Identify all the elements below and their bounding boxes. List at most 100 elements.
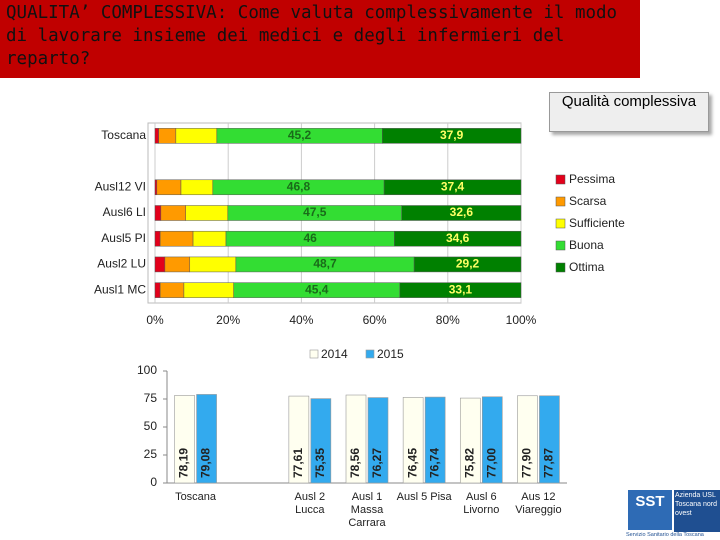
y-tick-label: Ausl2 LU — [97, 257, 146, 271]
bar-segment — [189, 256, 237, 273]
x-tick-label: Ausl 2 Lucca — [294, 491, 326, 516]
y-tick-label: 75 — [144, 391, 158, 405]
value-label: 77,61 — [291, 448, 305, 478]
logo: SST Azienda USL Toscana nord ovest Servi… — [626, 488, 720, 540]
slide-title: QUALITA’ COMPLESSIVA: Come valuta comple… — [0, 0, 640, 78]
y-tick-label: Toscana — [101, 128, 146, 142]
y-tick-label: 50 — [144, 419, 158, 433]
value-label: 76,27 — [370, 448, 384, 478]
value-label: 33,1 — [449, 282, 473, 296]
value-label: 47,5 — [303, 205, 327, 219]
legend-swatch — [555, 218, 566, 229]
value-label: 29,2 — [456, 257, 480, 271]
bar-segment — [192, 230, 227, 247]
bar-segment — [185, 205, 229, 221]
bar-segment — [413, 256, 522, 273]
x-tick-label: 0% — [146, 313, 164, 327]
value-label: 79,08 — [199, 448, 213, 478]
bar-segment — [154, 128, 159, 144]
bar — [402, 397, 424, 484]
logo-footer: Servizio Sanitario della Toscana — [626, 532, 704, 538]
bar-segment — [383, 179, 522, 196]
y-tick-label: 25 — [144, 447, 158, 461]
bar — [310, 398, 332, 484]
value-label: 77,00 — [484, 448, 498, 478]
legend-label: Buona — [569, 238, 604, 252]
bar-segment — [159, 282, 185, 298]
bar — [517, 395, 538, 484]
x-tick-label: 100% — [506, 313, 537, 327]
bar-segment — [160, 205, 186, 221]
logo-mark: SST — [628, 490, 672, 530]
y-tick-label: 0 — [150, 475, 157, 489]
legend-swatch — [309, 349, 319, 359]
value-label: 78,56 — [348, 448, 362, 478]
value-label: 46 — [304, 231, 318, 245]
y-tick-label: Ausl12 VI — [95, 179, 146, 193]
value-label: 32,6 — [450, 205, 474, 219]
legend-swatch — [555, 174, 566, 185]
value-label: 75,35 — [313, 448, 327, 478]
legend-swatch — [555, 240, 566, 251]
bar-segment — [180, 179, 214, 196]
bar-segment — [164, 256, 191, 273]
legend-swatch — [555, 262, 566, 273]
bar-segment — [394, 230, 522, 247]
bar-segment — [154, 205, 162, 221]
bar-segment — [154, 256, 166, 273]
bar — [481, 396, 503, 484]
bar-segment — [154, 179, 158, 196]
y-tick-label: Ausl5 PI — [101, 231, 146, 245]
value-label: 78,19 — [177, 448, 191, 478]
x-tick-label: Toscana — [175, 491, 217, 503]
x-tick-label: Aus 12 Viareggio — [515, 491, 562, 516]
x-tick-label: Ausl 5 Pisa — [396, 491, 452, 503]
value-label: 34,6 — [446, 231, 470, 245]
bar-segment — [156, 179, 182, 196]
legend-label: Scarsa — [569, 194, 607, 208]
bar — [367, 397, 389, 484]
y-tick-label: Ausl1 MC — [94, 282, 146, 296]
legend-swatch — [365, 349, 375, 359]
x-tick-label: 40% — [289, 313, 313, 327]
x-tick-label: Ausl 1 Massa Carrara — [348, 491, 386, 529]
legend-swatch — [555, 196, 566, 207]
bar — [539, 395, 560, 484]
section-label: Qualità complessiva — [549, 92, 709, 132]
x-tick-label: 60% — [363, 313, 387, 327]
legend-label: 2015 — [377, 347, 404, 361]
bar-segment — [175, 128, 218, 144]
legend-label: 2014 — [321, 347, 348, 361]
value-label: 37,4 — [441, 179, 465, 193]
bar-segment — [158, 128, 177, 144]
logo-org: Azienda USL Toscana nord ovest — [674, 490, 720, 532]
bar-segment — [183, 282, 234, 298]
bar — [459, 397, 481, 484]
legend-label: Sufficiente — [569, 216, 625, 230]
bar — [288, 395, 310, 484]
bar-segment — [159, 230, 194, 247]
value-label: 76,45 — [405, 448, 419, 478]
value-label: 45,2 — [288, 128, 312, 142]
bar-segment — [154, 230, 161, 247]
legend-label: Ottima — [569, 260, 605, 274]
x-tick-label: 20% — [216, 313, 240, 327]
bar-segment — [401, 205, 522, 221]
value-label: 45,4 — [305, 282, 329, 296]
bar — [174, 395, 195, 484]
x-tick-label: Ausl 6 Livorno — [463, 491, 500, 516]
value-label: 77,90 — [520, 448, 534, 478]
x-tick-label: 80% — [436, 313, 460, 327]
bar — [345, 394, 367, 484]
bar — [196, 394, 217, 484]
y-tick-label: Ausl6 LI — [103, 205, 146, 219]
value-label: 37,9 — [440, 128, 464, 142]
value-label: 77,87 — [542, 448, 556, 478]
bar-segment — [154, 282, 161, 298]
bar-segment — [382, 128, 522, 144]
value-label: 48,7 — [313, 257, 337, 271]
bar-segment — [399, 282, 522, 298]
value-label: 75,82 — [462, 448, 476, 478]
